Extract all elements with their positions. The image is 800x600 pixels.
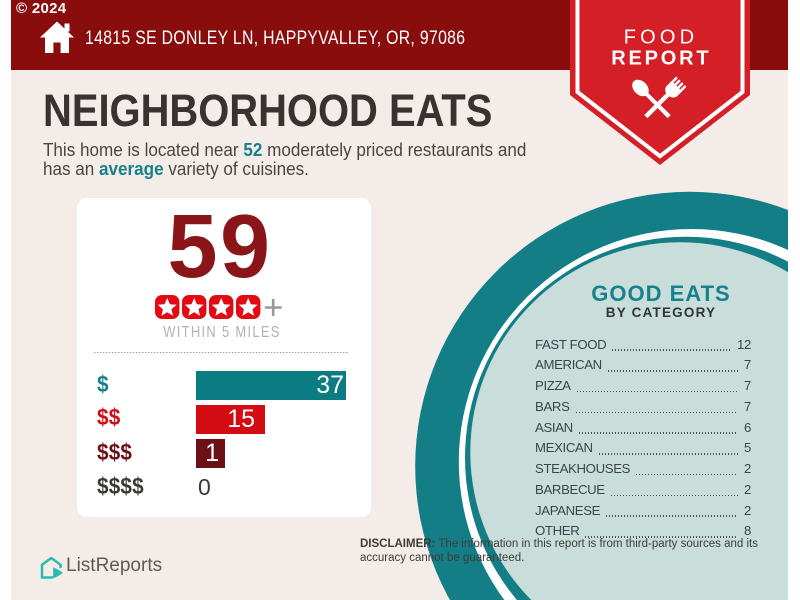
svg-text:REPORT: REPORT — [611, 48, 711, 70]
svg-text:FOOD: FOOD — [624, 27, 699, 49]
